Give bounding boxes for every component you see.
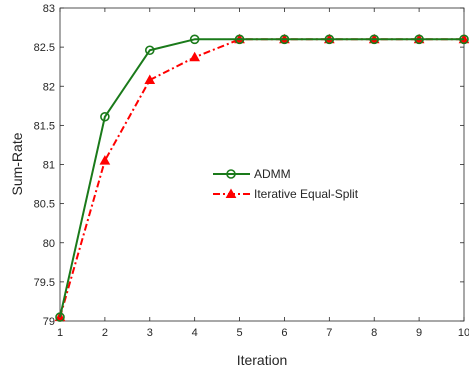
x-tick-label: 9 — [416, 327, 422, 339]
y-axis-ticks: 79 79.5 80 80.5 81 81.5 82 82.5 83 — [34, 3, 464, 328]
y-tick-label: 81 — [43, 160, 55, 172]
x-tick-label: 7 — [326, 327, 332, 339]
data-point-admm — [279, 34, 290, 45]
y-tick-label: 79.5 — [34, 277, 55, 289]
legend-marker-admm — [226, 169, 236, 179]
y-tick-label: 79 — [43, 316, 55, 328]
x-tick-label: 5 — [236, 327, 242, 339]
data-point-admm — [234, 34, 245, 45]
data-point-admm — [459, 34, 469, 45]
data-point-admm — [100, 111, 110, 122]
data-point-admm — [55, 312, 65, 322]
data-point-equal-split — [189, 51, 201, 62]
x-tick-label: 1 — [57, 327, 63, 339]
data-point-admm — [369, 34, 380, 45]
plot-frame — [59, 7, 465, 322]
x-tick-label: 10 — [458, 327, 469, 339]
data-point-admm — [414, 34, 424, 45]
data-point-admm — [324, 34, 335, 45]
y-tick-label: 82.5 — [34, 42, 55, 54]
y-tick-label: 82 — [43, 81, 55, 93]
x-axis-label: Iteration — [237, 352, 288, 368]
legend-label-admm: ADMM — [254, 167, 291, 181]
x-tick-label: 2 — [102, 327, 108, 339]
x-axis-ticks: 1 2 3 4 5 6 7 8 9 10 — [57, 8, 469, 339]
y-tick-label: 81.5 — [34, 120, 55, 132]
data-point-admm — [144, 45, 155, 56]
series-admm — [55, 34, 469, 322]
legend-marker-equal-split — [225, 188, 237, 198]
data-point-admm — [189, 34, 200, 45]
legend: ADMM Iterative Equal-Split — [213, 167, 359, 201]
series-layer — [54, 33, 469, 322]
data-point-equal-split — [144, 74, 156, 84]
y-tick-label: 80 — [43, 238, 55, 250]
data-point-equal-split — [99, 155, 111, 165]
x-tick-label: 4 — [192, 327, 198, 339]
y-tick-label: 80.5 — [34, 199, 55, 211]
series-line-admm — [59, 38, 464, 318]
y-axis-label: Sum-Rate — [9, 132, 25, 195]
x-tick-label: 8 — [371, 327, 377, 339]
y-tick-label: 83 — [43, 3, 55, 15]
x-tick-label: 3 — [147, 327, 153, 339]
plot-area — [59, 7, 465, 322]
legend-label-equal-split: Iterative Equal-Split — [254, 187, 359, 201]
x-tick-label: 6 — [281, 327, 287, 339]
